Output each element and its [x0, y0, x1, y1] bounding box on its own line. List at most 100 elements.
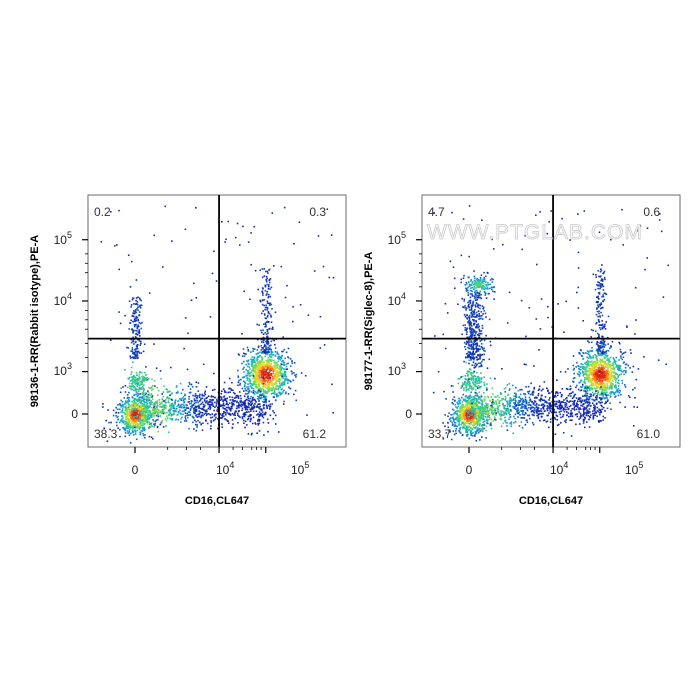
event-dot — [275, 399, 277, 402]
event-dot — [141, 418, 143, 420]
event-dot — [139, 414, 141, 416]
event-dot — [474, 420, 477, 423]
event-dot — [136, 425, 139, 428]
event-dot — [258, 370, 261, 372]
event-dot — [209, 408, 211, 410]
event-dot — [128, 382, 131, 385]
event-dot — [161, 420, 164, 422]
event-dot — [137, 377, 139, 380]
event-dot — [124, 421, 127, 423]
event-dot — [156, 402, 159, 405]
event-dot — [132, 330, 134, 332]
event-dot — [515, 404, 518, 406]
event-dot — [606, 387, 609, 389]
event-dot — [470, 284, 473, 286]
event-dot — [139, 304, 142, 307]
event-dot — [135, 315, 138, 318]
event-dot — [197, 404, 200, 407]
event-dot — [593, 386, 596, 389]
event-dot — [197, 413, 199, 416]
event-dot — [606, 378, 609, 380]
event-dot — [161, 400, 164, 403]
event-dot — [572, 381, 575, 383]
event-dot — [138, 352, 141, 354]
event-dot — [258, 430, 261, 432]
event-dot — [267, 430, 269, 433]
event-dot — [139, 380, 141, 383]
event-dot — [458, 397, 460, 400]
event-dot — [135, 330, 138, 332]
event-dot — [453, 421, 456, 424]
event-dot — [458, 420, 460, 423]
event-dot — [133, 353, 136, 355]
event-dot — [265, 376, 267, 378]
event-dot — [266, 293, 268, 295]
event-dot — [251, 408, 253, 411]
event-dot — [253, 406, 255, 409]
event-dot — [163, 410, 165, 413]
event-dot — [492, 278, 494, 281]
event-dot — [600, 354, 602, 357]
event-dot — [149, 393, 151, 396]
event-dot — [580, 414, 582, 416]
event-dot — [589, 378, 591, 380]
event-dot — [236, 222, 239, 225]
event-dot — [228, 402, 231, 404]
event-dot — [253, 383, 256, 385]
event-dot — [476, 286, 479, 288]
event-dot — [591, 383, 593, 385]
event-dot — [270, 351, 272, 354]
event-dot — [459, 414, 461, 416]
event-dot — [249, 298, 251, 301]
event-dot — [276, 395, 278, 398]
event-dot — [252, 399, 254, 401]
event-dot — [124, 391, 127, 393]
event-dot — [194, 399, 196, 402]
event-dot — [461, 410, 463, 413]
event-dot — [458, 410, 460, 412]
event-dot — [482, 285, 484, 287]
event-dot — [479, 407, 482, 409]
event-dot — [121, 408, 124, 410]
event-dot — [209, 316, 212, 318]
event-dot — [224, 391, 226, 393]
event-dot — [225, 400, 228, 403]
event-dot — [452, 417, 454, 420]
event-dot — [151, 385, 153, 388]
event-dot — [266, 363, 268, 366]
event-dot — [237, 384, 239, 387]
event-dot — [454, 287, 456, 290]
event-dot — [223, 415, 225, 417]
event-dot — [242, 380, 245, 383]
event-dot — [265, 369, 268, 371]
event-dot — [223, 411, 225, 413]
event-dot — [205, 397, 208, 400]
event-dot — [263, 380, 265, 383]
event-dot — [475, 287, 477, 289]
event-dot — [133, 401, 136, 403]
event-dot — [141, 380, 143, 382]
event-dot — [462, 404, 464, 406]
event-dot — [118, 311, 120, 313]
event-dot — [592, 378, 594, 380]
event-dot — [128, 397, 131, 399]
event-dot — [608, 364, 610, 366]
event-dot — [326, 208, 329, 210]
event-dot — [604, 386, 606, 389]
event-dot — [246, 411, 248, 413]
event-dot — [468, 281, 470, 283]
event-dot — [467, 429, 470, 431]
event-dot — [130, 373, 132, 375]
event-dot — [181, 406, 183, 408]
event-dot — [243, 415, 245, 417]
event-dot — [264, 289, 267, 292]
event-dot — [265, 278, 267, 281]
event-dot — [237, 375, 239, 377]
event-dot — [244, 404, 246, 406]
event-dot — [143, 420, 145, 423]
event-dot — [165, 405, 168, 407]
event-dot — [593, 377, 596, 379]
event-dot — [278, 380, 281, 383]
event-dot — [286, 368, 288, 370]
event-dot — [278, 391, 280, 394]
